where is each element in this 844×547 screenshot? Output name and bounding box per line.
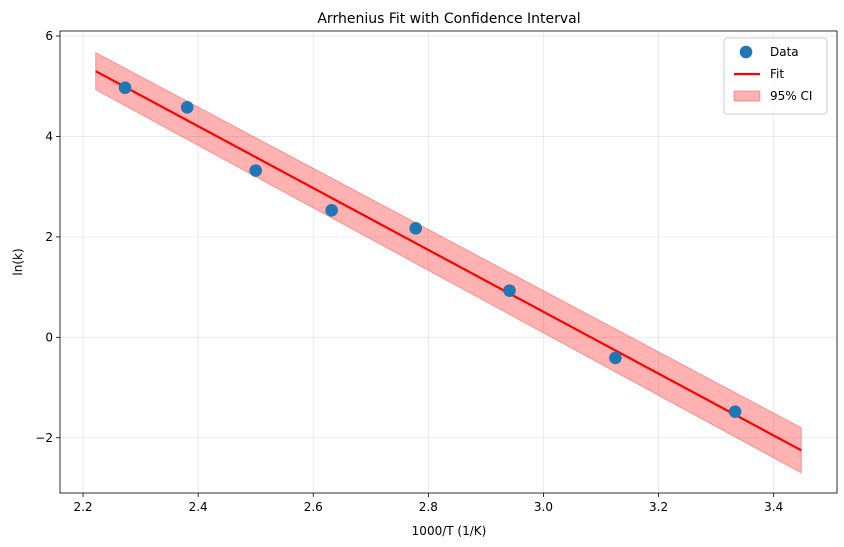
y-tick-label: 2	[45, 230, 53, 244]
y-tick-label: 4	[45, 129, 53, 143]
data-point	[249, 164, 262, 177]
y-tick-label: 0	[45, 330, 53, 344]
axes: 2.2 2.4 2.6 2.8 3.0 3.2 3.4 −2 0 2 4 6	[35, 29, 838, 514]
y-tick-label: 6	[45, 29, 53, 43]
data-point	[409, 222, 422, 235]
legend: Data Fit 95% CI	[723, 37, 828, 115]
fit-line	[95, 70, 802, 452]
data-point	[609, 351, 622, 365]
x-tick-label: 3.2	[649, 500, 668, 514]
legend-data-label: Data	[770, 45, 799, 59]
axes-frame	[59, 30, 838, 494]
x-tick-label: 2.8	[419, 500, 438, 514]
x-tick-label: 3.4	[764, 500, 783, 514]
data-point	[503, 284, 516, 297]
data-point	[180, 101, 194, 114]
x-axis-label: 1000/T (1/K)	[412, 524, 487, 538]
y-axis-label: ln(k)	[11, 248, 25, 275]
x-tick-label: 2.2	[73, 500, 92, 514]
legend-ci-swatch	[733, 90, 761, 102]
legend-ci-label: 95% CI	[770, 89, 812, 103]
x-tick-label: 2.6	[304, 500, 323, 514]
x-tick-label: 2.4	[189, 500, 208, 514]
y-tick-label: −2	[35, 431, 53, 445]
confidence-band	[95, 51, 802, 474]
chart-title: Arrhenius Fit with Confidence Interval	[317, 11, 580, 27]
legend-data-marker	[739, 45, 753, 59]
legend-fit-label: Fit	[770, 67, 784, 81]
plot-area	[95, 51, 802, 474]
data-point	[325, 203, 338, 217]
grid-lines	[60, 31, 837, 493]
x-tick-label: 3.0	[534, 500, 553, 514]
data-point	[118, 81, 132, 95]
data-point	[728, 405, 742, 418]
